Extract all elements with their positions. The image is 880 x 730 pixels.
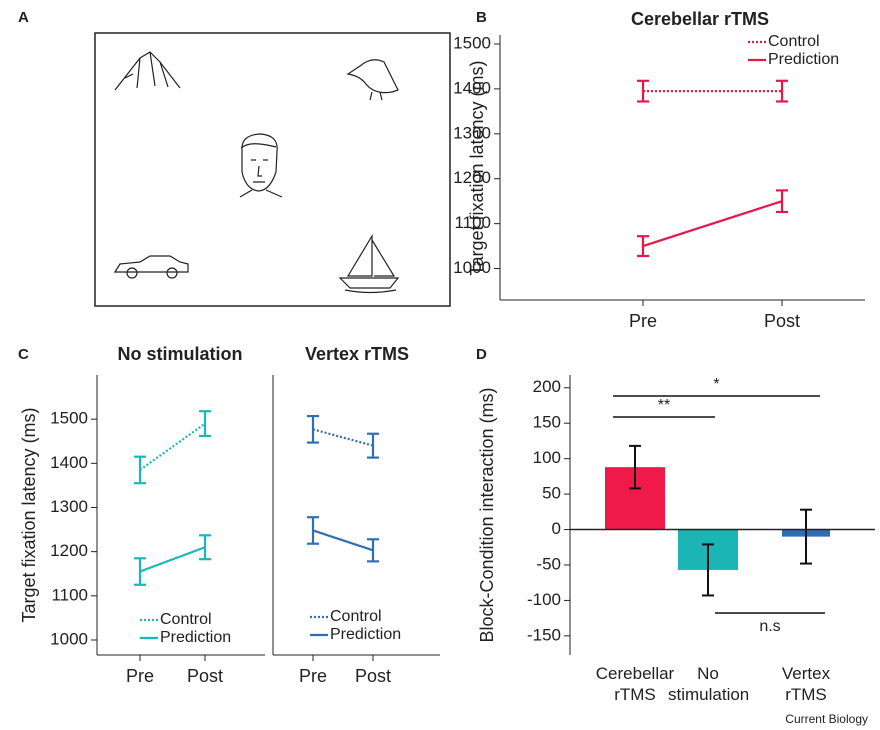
y-axis-label: Target fixation latency (ms) (467, 60, 487, 275)
x-tick-label: Post (764, 311, 800, 331)
bird-icon (346, 59, 399, 101)
legend-label: Control (330, 608, 382, 625)
x-tick-label: Cerebellar rTMS (595, 664, 675, 704)
legend-label: Control (160, 611, 212, 628)
chart-title: No stimulation (118, 344, 243, 364)
y-tick-label: 200 (533, 377, 561, 396)
error-bar (637, 235, 649, 258)
boat-icon (338, 233, 400, 294)
error-bar (307, 516, 319, 545)
error-bar (367, 538, 379, 563)
car-wheel (126, 267, 138, 279)
legend-label: Control (768, 33, 820, 50)
series-line (312, 529, 374, 552)
y-tick-label: 1500 (50, 409, 88, 428)
x-tick-label: Vertex rTMS (781, 664, 831, 704)
mountain-icon (114, 51, 181, 91)
car-wheel (166, 267, 178, 279)
chart-title: Vertex rTMS (305, 344, 409, 364)
significance-label: n.s (759, 618, 780, 635)
y-tick-label: 1000 (453, 258, 491, 277)
y-axis-label: Target fixation latency (ms) (19, 407, 39, 622)
error-bar (702, 543, 714, 597)
y-tick-label: 50 (542, 484, 561, 503)
panel-label: C (18, 346, 29, 363)
x-tick-label: Post (187, 666, 223, 686)
chart-title: Cerebellar rTMS (631, 9, 769, 29)
error-bar (776, 79, 788, 103)
panel-label: B (476, 9, 487, 26)
y-tick-label: 1400 (50, 453, 88, 472)
stimulus-display (94, 32, 451, 307)
y-tick-label: 1100 (454, 213, 491, 232)
error-bar (307, 414, 319, 444)
y-tick-label: 1100 (51, 585, 88, 604)
y-tick-label: 1000 (50, 629, 88, 648)
error-bar (134, 455, 146, 485)
error-bar (629, 444, 641, 490)
y-tick-label: -150 (527, 625, 561, 644)
error-bar (800, 508, 812, 565)
series-line (139, 422, 206, 471)
credit: Current Biology (785, 712, 868, 726)
significance-label: * (713, 376, 719, 393)
face-icon (239, 133, 283, 198)
y-tick-label: 1300 (50, 497, 88, 516)
legend-label: Prediction (160, 629, 231, 646)
y-tick-label: 1200 (50, 541, 88, 560)
y-tick-label: 0 (552, 519, 561, 538)
error-bar (134, 557, 146, 586)
series-line (139, 546, 206, 573)
x-tick-label: Pre (299, 666, 327, 686)
error-bar (367, 432, 379, 459)
significance-label: ** (658, 397, 670, 414)
y-axis-label: Block-Condition interaction (ms) (477, 387, 497, 642)
x-tick-label: Pre (126, 666, 154, 686)
legend-label: Prediction (330, 626, 401, 643)
y-tick-label: -50 (536, 554, 561, 573)
y-tick-label: 1200 (453, 168, 491, 187)
panel-label: A (18, 9, 29, 26)
series-line (312, 428, 374, 447)
y-tick-label: 1500 (453, 33, 491, 52)
y-tick-label: 150 (533, 413, 561, 432)
x-tick-label: Post (355, 666, 391, 686)
error-bar (199, 410, 211, 438)
x-tick-label: Pre (629, 311, 657, 331)
error-bar (776, 189, 788, 214)
y-tick-label: 1400 (453, 78, 491, 97)
error-bar (199, 534, 211, 561)
error-bar (637, 79, 649, 103)
series-line (642, 200, 783, 248)
car-icon (113, 255, 189, 273)
y-tick-label: 1300 (453, 123, 491, 142)
legend-label: Prediction (768, 51, 839, 68)
panel-label: D (476, 346, 487, 363)
y-tick-label: -100 (527, 590, 561, 609)
y-tick-label: 100 (533, 448, 561, 467)
x-tick-label: No stimulation (668, 664, 750, 704)
